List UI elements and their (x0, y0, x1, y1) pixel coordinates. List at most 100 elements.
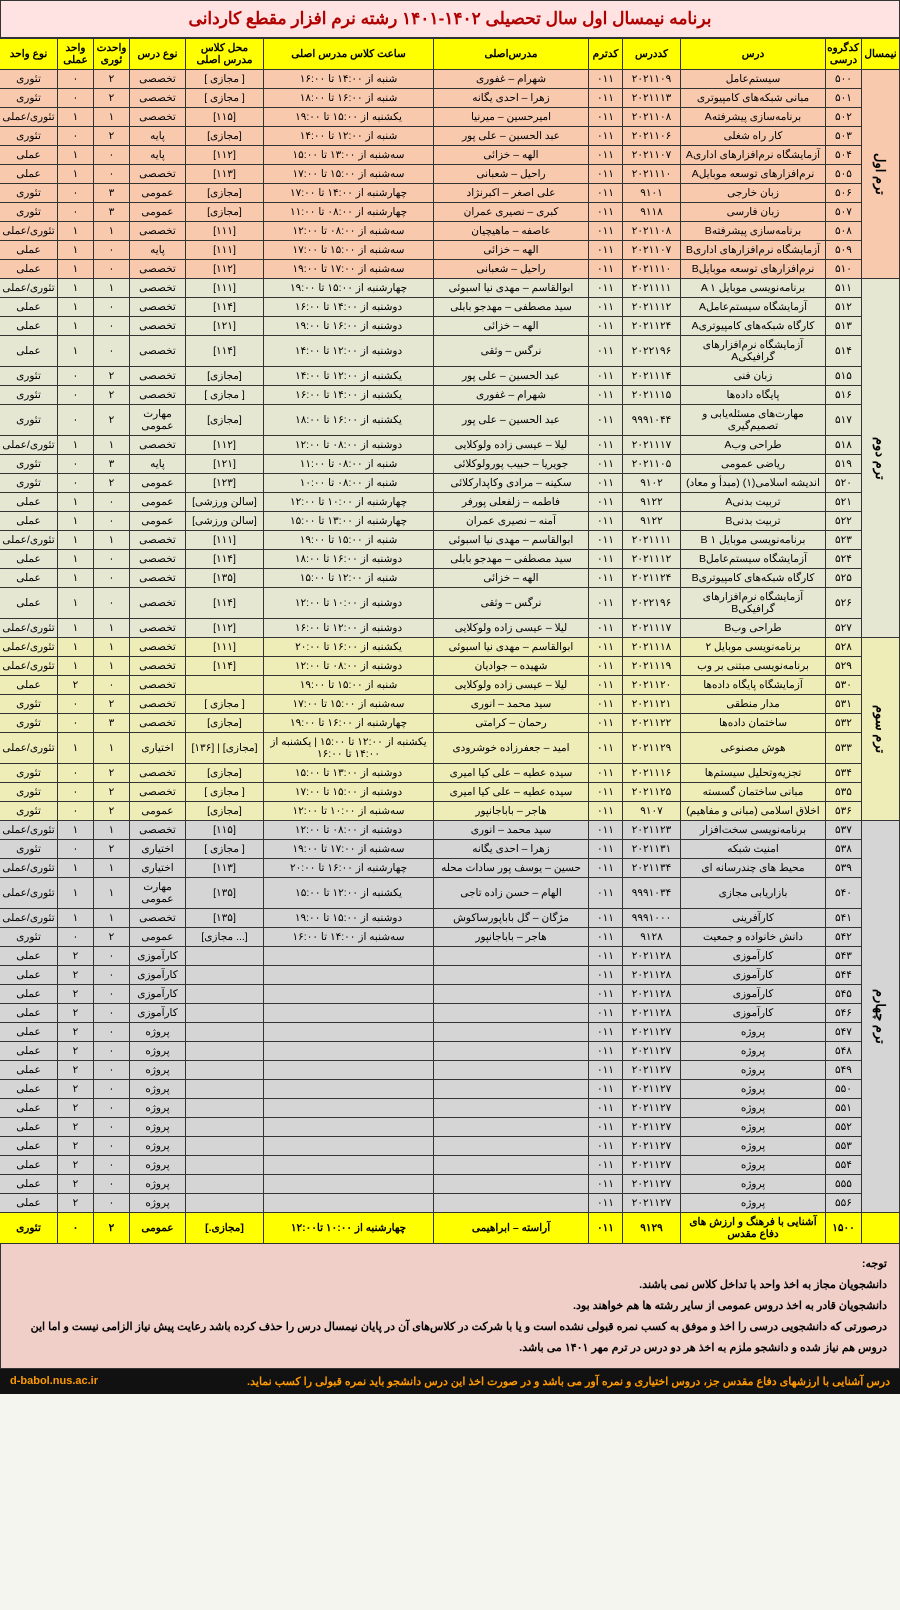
cell-tp: تخصصی (130, 260, 186, 279)
notes-list: دانشجویان مجاز به اخذ واحد با تداخل کلاس… (13, 1275, 887, 1359)
cell-c: برنامه‌سازی پیشرفتهA (681, 108, 826, 127)
cell-t: لیلا – عیسی زاده ولوکلایی (434, 619, 589, 638)
cell-th: ۰ (94, 1042, 130, 1061)
cell-rm: [۱۱۴] (186, 588, 264, 619)
cell-pr: ۲ (58, 1156, 94, 1175)
cell-th: ۱ (94, 878, 130, 909)
cell-tp: عمومی (130, 474, 186, 493)
cell-ut: عملی (0, 985, 58, 1004)
cell-tm (264, 1004, 434, 1023)
cell-ut: عملی (0, 317, 58, 336)
cell-th: ۲ (94, 802, 130, 821)
cell-ct: ۰۱۱ (589, 909, 623, 928)
final-tm: چهارشنبه از ۱۰:۰۰ تا۱۲:۰۰ (264, 1213, 434, 1244)
cell-tm: سه‌شنبه از ۱۵:۰۰ تا ۱۷:۰۰ (264, 241, 434, 260)
cell-ct: ۰۱۱ (589, 493, 623, 512)
table-row: ۵۱۰نرم‌افزارهای توسعه موبایلB۲۰۲۱۱۱۰۰۱۱ر… (0, 260, 900, 279)
cell-rm: [۱۱۲] (186, 146, 264, 165)
cell-rm: [مجازی] (186, 367, 264, 386)
table-row: ۵۱۶پایگاه داده‌ها۲۰۲۱۱۱۵۰۱۱شهرام – غفوری… (0, 386, 900, 405)
cell-g: ۵۲۰ (826, 474, 862, 493)
cell-rm (186, 985, 264, 1004)
cell-c: تربیت بدنیB (681, 512, 826, 531)
cell-ut: تئوری/عملی (0, 821, 58, 840)
cell-rm: [۱۱۱] (186, 241, 264, 260)
cell-ut: تئوری/عملی (0, 638, 58, 657)
cell-cd: ۲۰۲۱۱۲۲ (623, 714, 681, 733)
cell-g: ۵۲۳ (826, 531, 862, 550)
cell-ut: تئوری/عملی (0, 531, 58, 550)
cell-g: ۵۲۷ (826, 619, 862, 638)
cell-cd: ۲۰۲۱۱۲۷ (623, 1080, 681, 1099)
table-row: ۵۲۱تربیت بدنیA۹۱۲۲۰۱۱فاطمه – زلفعلی پورف… (0, 493, 900, 512)
cell-c: کارآموزی (681, 1004, 826, 1023)
cell-ct: ۰۱۱ (589, 840, 623, 859)
cell-cd: ۲۰۲۱۱۱۵ (623, 386, 681, 405)
cell-t: عبد الحسین – علی پور (434, 367, 589, 386)
cell-t: مژگان – گل باباپورساکوش (434, 909, 589, 928)
cell-g: ۵۲۲ (826, 512, 862, 531)
term-label: ترم اول (862, 70, 900, 279)
h-room: محل کلاس مدرس اصلی (186, 39, 264, 70)
cell-ct: ۰۱۱ (589, 127, 623, 146)
cell-pr: ۱ (58, 569, 94, 588)
note-line: درصورتی که دانشجویی درسی را اخذ و موفق ب… (13, 1317, 887, 1359)
cell-rm (186, 1042, 264, 1061)
cell-ut: تئوری (0, 367, 58, 386)
cell-t (434, 1023, 589, 1042)
cell-g: ۵۵۱ (826, 1099, 862, 1118)
footer: درس آشنایی با ارزشهای دفاع مقدس جز، دروس… (0, 1369, 900, 1394)
cell-th: ۰ (94, 550, 130, 569)
cell-ut: عملی (0, 947, 58, 966)
cell-tp: پایه (130, 455, 186, 474)
cell-cd: ۲۰۲۱۱۰۹ (623, 70, 681, 89)
cell-tm: دوشنبه از ۰۸:۰۰ تا ۱۲:۰۰ (264, 821, 434, 840)
final-row: ۱۵۰۰آشنایی با فرهنگ و ارزش های دفاع مقدس… (0, 1213, 900, 1244)
final-empty (862, 1213, 900, 1244)
cell-th: ۱ (94, 657, 130, 676)
cell-ut: تئوری (0, 783, 58, 802)
cell-ct: ۰۱۱ (589, 733, 623, 764)
cell-c: سیستم‌عامل (681, 70, 826, 89)
cell-th: ۲ (94, 474, 130, 493)
cell-ct: ۰۱۱ (589, 474, 623, 493)
cell-cd: ۲۰۲۱۱۲۸ (623, 1004, 681, 1023)
cell-t: شهیده – جوادیان (434, 657, 589, 676)
cell-t: هاجر – باباجانپور (434, 802, 589, 821)
cell-tm: سه‌شنبه از ۰۸:۰۰ تا ۱۲:۰۰ (264, 222, 434, 241)
cell-t (434, 1156, 589, 1175)
cell-c: طراحی وبA (681, 436, 826, 455)
cell-pr: ۱ (58, 146, 94, 165)
cell-t: الهه – خزائی (434, 569, 589, 588)
cell-tm (264, 1023, 434, 1042)
cell-c: اندیشه اسلامی(۱) (مبدأ و معاد) (681, 474, 826, 493)
cell-tp: تخصصی (130, 108, 186, 127)
cell-tp: پایه (130, 146, 186, 165)
cell-tp: تخصصی (130, 657, 186, 676)
cell-g: ۵۱۶ (826, 386, 862, 405)
cell-cd: ۹۱۲۲ (623, 493, 681, 512)
cell-th: ۲ (94, 89, 130, 108)
cell-rm: [۱۱۲] (186, 260, 264, 279)
cell-tm: یکشنبه از ۱۲:۰۰ تا ۱۴:۰۰ (264, 367, 434, 386)
final-rm: [مجازی.] (186, 1213, 264, 1244)
cell-ct: ۰۱۱ (589, 1099, 623, 1118)
cell-g: ۵۳۳ (826, 733, 862, 764)
cell-tm (264, 1118, 434, 1137)
cell-cd: ۹۱۰۲ (623, 474, 681, 493)
cell-pr: ۲ (58, 966, 94, 985)
cell-pr: ۱ (58, 241, 94, 260)
cell-ut: تئوری (0, 840, 58, 859)
cell-g: ۵۴۷ (826, 1023, 862, 1042)
table-row: ۵۲۷طراحی وبB۲۰۲۱۱۱۷۰۱۱لیلا – عیسی زاده و… (0, 619, 900, 638)
cell-ct: ۰۱۱ (589, 89, 623, 108)
cell-th: ۰ (94, 676, 130, 695)
cell-tm: یکشنبه از ۱۲:۰۰ تا ۱۵:۰۰ | یکشنبه از ۱۴:… (264, 733, 434, 764)
table-row: ۵۵۱پروژه۲۰۲۱۱۲۷۰۱۱پروژه۰۲عملی (0, 1099, 900, 1118)
cell-rm: [مجازی] (186, 764, 264, 783)
cell-t: شهرام – غفوری (434, 386, 589, 405)
cell-g: ۵۳۸ (826, 840, 862, 859)
cell-c: ریاضی عمومی (681, 455, 826, 474)
cell-rm: [۱۲۳] (186, 474, 264, 493)
cell-cd: ۲۰۲۱۱۱۴ (623, 367, 681, 386)
